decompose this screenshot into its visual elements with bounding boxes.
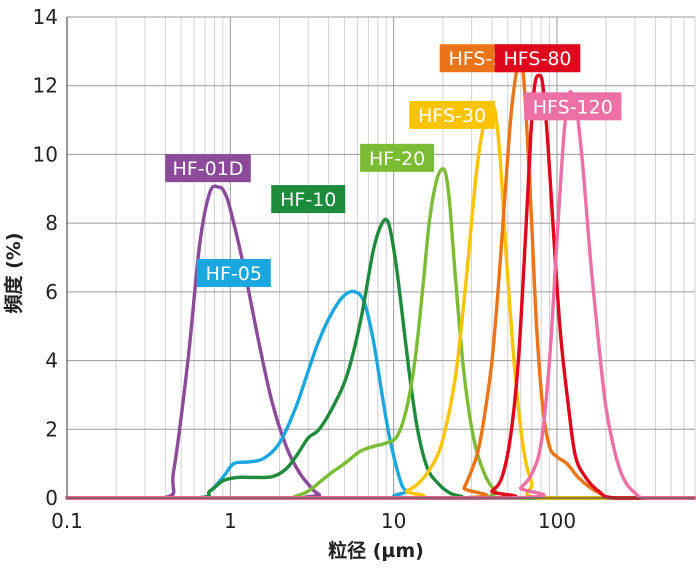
series-label-bg-hfs-120	[524, 92, 622, 121]
series-label-hfs-30: HFS-30	[418, 105, 486, 127]
series-lines	[65, 59, 696, 500]
x-axis-title: 粒径 (µm)	[328, 539, 424, 562]
y-tick-label: 8	[45, 211, 58, 235]
y-tick-label: 12	[33, 74, 58, 98]
y-tick-label: 10	[33, 142, 58, 166]
series-label-hf-20: HF-20	[369, 148, 425, 170]
series-line-hfs-120	[65, 89, 696, 500]
series-label-bg-hfs-30	[409, 100, 495, 129]
y-tick-label: 0	[45, 486, 58, 510]
series-line-hfs-30	[65, 102, 696, 500]
x-tick-label: 100	[538, 509, 576, 533]
series-label-bg-hf-01d	[165, 154, 251, 183]
series-label-hfs-120: HFS-120	[533, 96, 613, 118]
series-line-hf-10	[65, 217, 696, 500]
series-line-hf-05	[65, 289, 696, 500]
y-tick-label: 4	[45, 349, 58, 373]
y-tick-label: 2	[45, 417, 58, 441]
x-tick-label: 1	[224, 509, 237, 533]
y-tick-label: 14	[33, 5, 58, 29]
series-labels: HF-01DHF-05HF-10HF-20HFS-30HFS-50HFS-80H…	[165, 44, 622, 287]
y-tick-label: 6	[45, 280, 58, 304]
grid-lines	[66, 16, 696, 499]
series-label-hf-05: HF-05	[206, 263, 262, 285]
series-label-hf-10: HF-10	[280, 189, 336, 211]
series-line-hfs-50	[65, 59, 696, 500]
series-label-hfs-80: HFS-80	[504, 48, 572, 70]
series-label-bg-hf-05	[196, 258, 271, 287]
axes: 0.1 1 10 100 0 2 4 6 8 10 12 14	[33, 5, 695, 533]
y-axis-title: 頻度 (%)	[2, 232, 25, 313]
x-tick-label: 0.1	[51, 509, 83, 533]
series-line-hf-01d	[65, 184, 696, 500]
series-label-hf-01d: HF-01D	[173, 158, 244, 180]
series-label-bg-hf-20	[360, 143, 435, 172]
series-label-bg-hf-10	[271, 185, 346, 214]
x-tick-label: 10	[381, 509, 406, 533]
series-line-hf-20	[65, 167, 696, 500]
series-label-bg-hfs-80	[494, 44, 581, 73]
series-line-hfs-80	[65, 73, 696, 500]
